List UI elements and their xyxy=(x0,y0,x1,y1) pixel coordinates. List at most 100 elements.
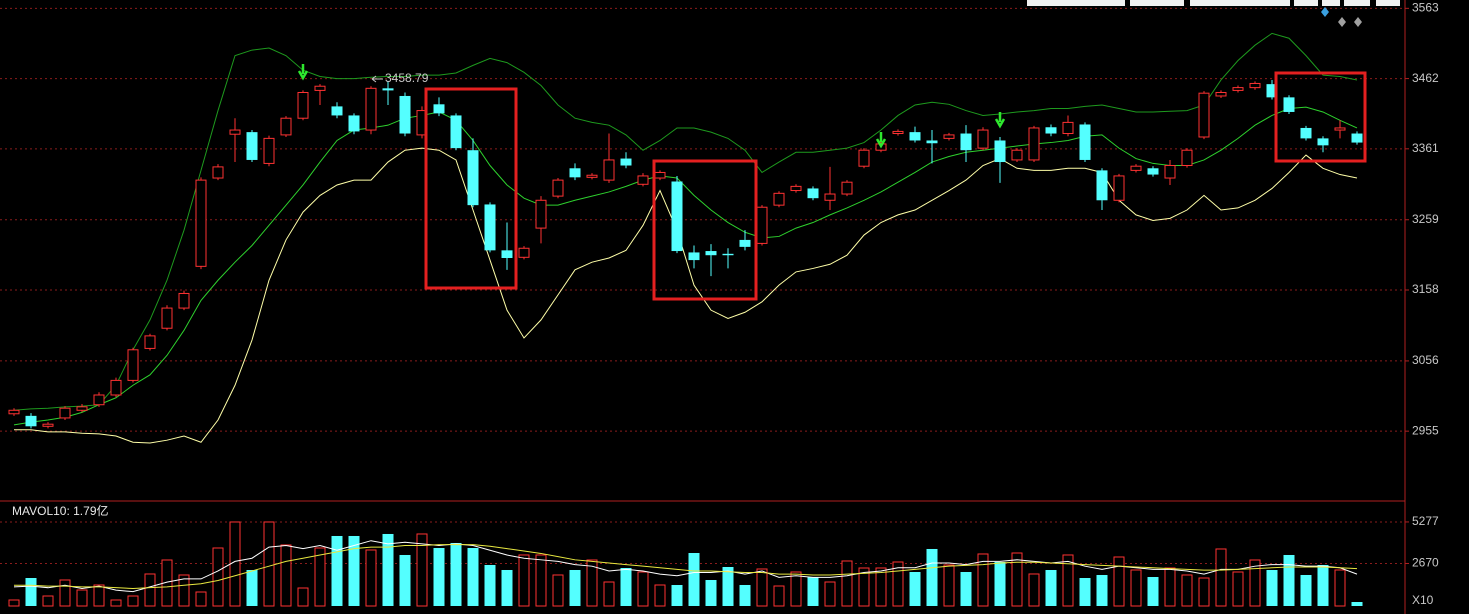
y-tick-label: 3158 xyxy=(1412,282,1439,296)
volume-bar xyxy=(1198,577,1210,607)
volume-bar xyxy=(25,578,37,606)
volume-bar xyxy=(909,571,921,606)
toolbar-button[interactable] xyxy=(1376,0,1400,6)
volume-bar xyxy=(960,571,972,606)
toolbar-button[interactable] xyxy=(1130,0,1184,6)
candle-body xyxy=(25,415,37,427)
volume-bar xyxy=(790,571,802,607)
candle-body xyxy=(1079,124,1091,160)
candle-body xyxy=(433,104,445,114)
toolbar-button[interactable] xyxy=(1322,0,1340,6)
volume-bar xyxy=(1181,574,1193,607)
volume-bar xyxy=(1147,576,1159,606)
candle-body xyxy=(790,185,802,192)
candle-body xyxy=(756,206,768,244)
candle-body xyxy=(365,87,377,131)
band-line xyxy=(13,32,1358,411)
marks-layer xyxy=(8,32,1363,607)
volume-bar xyxy=(229,521,241,607)
volume-bar xyxy=(1300,574,1312,606)
volume-bar xyxy=(535,554,547,607)
volume-bar xyxy=(1130,569,1142,607)
candle-body xyxy=(960,133,972,151)
y-tick-label: 3259 xyxy=(1412,212,1439,226)
candle-body xyxy=(586,174,598,178)
candle-body xyxy=(637,175,649,185)
volume-bar xyxy=(280,544,292,607)
mavol-label: MAVOL10: 1.79亿 xyxy=(12,503,109,518)
diamond-icon[interactable] xyxy=(1321,7,1329,17)
candle-body xyxy=(671,181,683,252)
volume-bar xyxy=(1266,569,1278,606)
volume-bar xyxy=(994,561,1006,606)
candle-body xyxy=(1215,91,1227,97)
candle-body xyxy=(518,247,530,258)
volume-bar xyxy=(875,567,887,607)
candle-body xyxy=(348,115,360,132)
band-line xyxy=(14,147,1358,444)
candle-body xyxy=(569,168,581,178)
candle-body xyxy=(1130,165,1142,171)
y-tick-label: 2955 xyxy=(1412,423,1439,437)
diamond-icon[interactable] xyxy=(1354,17,1362,27)
grid-layer xyxy=(0,7,1405,564)
volume-bar xyxy=(212,547,224,607)
toolbar-button[interactable] xyxy=(1027,0,1125,6)
toolbar-button[interactable] xyxy=(1294,0,1318,6)
toolbar-button[interactable] xyxy=(1344,0,1370,6)
candle-body xyxy=(1113,175,1125,201)
candle-body xyxy=(195,179,207,267)
volume-bar xyxy=(467,547,479,606)
candle-body xyxy=(926,140,938,144)
volume-bar xyxy=(1317,564,1329,606)
candle-body xyxy=(501,250,513,258)
volume-bar xyxy=(161,559,173,607)
volume-bar xyxy=(824,581,836,607)
candle-body xyxy=(178,292,190,309)
y-tick-label: 5277 xyxy=(1412,514,1439,528)
volume-bar xyxy=(484,564,496,606)
candle-body xyxy=(943,134,955,139)
volume-bar xyxy=(688,552,700,606)
candle-body xyxy=(1147,168,1159,175)
candle-body xyxy=(76,406,88,411)
candle-body xyxy=(824,193,836,201)
volume-bar xyxy=(671,584,683,606)
candle-body xyxy=(144,335,156,349)
candle-body xyxy=(1232,87,1244,91)
candle-body xyxy=(212,166,224,179)
volume-bar xyxy=(739,584,751,606)
highlight-box xyxy=(1274,71,1367,163)
diamond-icon[interactable] xyxy=(1338,17,1346,27)
candle-body xyxy=(314,85,326,91)
volume-bar xyxy=(399,554,411,606)
volume-bar xyxy=(501,569,513,606)
y-tick-label: 3056 xyxy=(1412,353,1439,367)
signal-arrow xyxy=(875,132,887,149)
volume-bar xyxy=(1079,578,1091,606)
candle-body xyxy=(722,253,734,256)
volume-bar xyxy=(654,584,666,607)
volume-bar xyxy=(93,584,105,607)
volume-bar xyxy=(1045,569,1057,606)
candle-body xyxy=(263,137,275,164)
candle-body xyxy=(331,106,343,116)
volume-bar xyxy=(943,564,955,607)
mavol-line xyxy=(14,544,1358,589)
high-label: 3458.79 xyxy=(385,71,429,85)
candle-body xyxy=(280,117,292,136)
volume-bar xyxy=(382,533,394,606)
candle-body xyxy=(892,130,904,135)
volume-bar xyxy=(144,573,156,607)
toolbar-button[interactable] xyxy=(1190,0,1290,6)
volume-bar xyxy=(569,569,581,606)
volume-bar xyxy=(450,542,462,606)
candle-body xyxy=(909,132,921,141)
candle-body xyxy=(127,349,139,381)
signal-arrow xyxy=(297,64,309,81)
volume-bar xyxy=(314,547,326,607)
volume-bar xyxy=(1232,571,1244,607)
y-tick-label: 3462 xyxy=(1412,71,1439,85)
candle-body xyxy=(1181,149,1193,167)
